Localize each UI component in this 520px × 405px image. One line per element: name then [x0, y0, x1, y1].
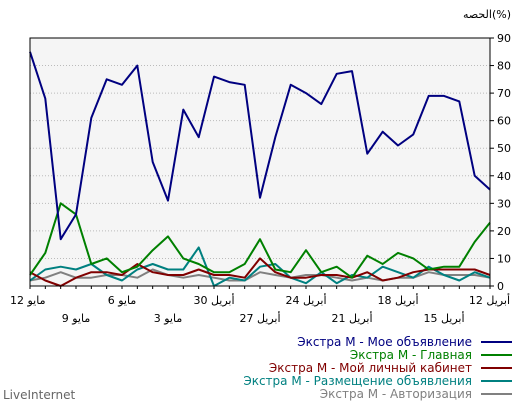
y-tick-label: 20	[497, 225, 511, 238]
x-tick-label: أبريل 27	[239, 311, 280, 325]
x-tick-label: أبريل 30	[193, 293, 234, 307]
legend-entry-label: Экстра М - Авторизация	[320, 387, 472, 401]
y-tick-label: 90	[497, 32, 511, 45]
series-line	[29, 202, 491, 279]
y-axis: 0 10 20 30 40 50 60 70 80 90	[490, 32, 511, 293]
x-tick-label: أبريل 21	[331, 311, 372, 325]
legend-entry-label: Экстра М - Мой личный кабинет	[269, 361, 472, 375]
y-axis-unit-label: الحصه(%)	[463, 8, 511, 21]
x-tick-label: أبريل 18	[377, 293, 418, 307]
plot-frame	[29, 37, 491, 287]
x-tick-label: أبريل 24	[285, 293, 326, 307]
x-tick-label: أبريل 15	[423, 311, 464, 325]
y-tick-label: 70	[497, 87, 511, 100]
y-tick-label: 10	[497, 252, 511, 265]
legend-entry-label: Экстра М - Размещение объявления	[243, 374, 472, 388]
plot-background	[30, 38, 490, 286]
series-line	[29, 246, 491, 287]
x-tick-label: مايو 3	[154, 312, 183, 325]
x-axis: مايو 12 مايو 6 أبريل 30 أبريل 24 أبريل 18 أبر…	[10, 286, 510, 325]
y-tick-label: 80	[497, 60, 511, 73]
series-lines	[29, 51, 491, 287]
x-tick-label: مايو 9	[62, 312, 91, 325]
y-tick-label: 0	[497, 280, 504, 293]
y-tick-label: 40	[497, 170, 511, 183]
x-tick-label: مايو 12	[10, 294, 46, 307]
x-tick-label: أبريل 12	[469, 293, 510, 307]
y-tick-label: 60	[497, 115, 511, 128]
y-tick-label: 30	[497, 197, 511, 210]
series-line	[29, 51, 491, 241]
y-tick-label: 50	[497, 142, 511, 155]
legend-entry-label: Экстра М - Мое объявление	[297, 335, 472, 349]
footer-brand: LiveInternet	[3, 388, 75, 402]
legend-entry-label: Экстра М - Главная	[350, 348, 472, 362]
x-tick-label: مايو 6	[108, 294, 137, 307]
series-line	[29, 257, 491, 287]
